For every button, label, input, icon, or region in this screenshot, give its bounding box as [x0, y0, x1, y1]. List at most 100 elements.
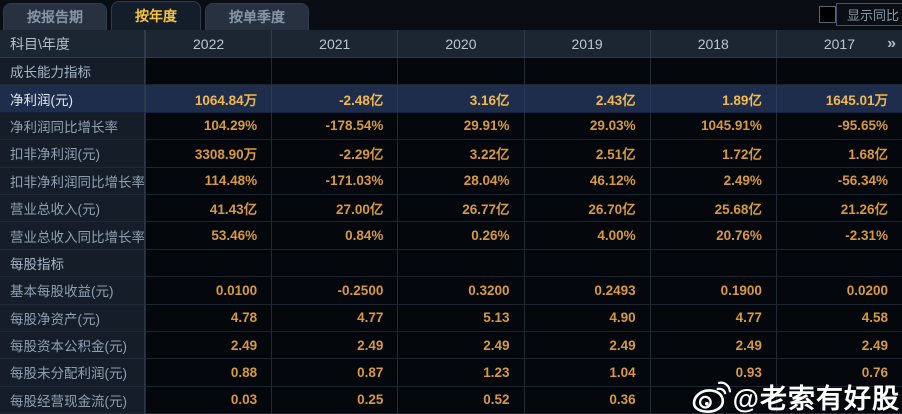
- value-cell: 1.89亿: [649, 85, 776, 113]
- value-cell: [145, 58, 272, 86]
- tab-by-year[interactable]: 按年度: [111, 1, 201, 30]
- value-cell: 1.04: [523, 359, 650, 387]
- value-cell: 0.84%: [271, 222, 398, 250]
- value-cell: [397, 58, 524, 86]
- table-header-row: 科目\年度 2022 2021 2020 2019 2018 2017»: [0, 30, 902, 58]
- value-cell: 0.3200: [397, 277, 524, 305]
- row-label: 每股经营现金流(元): [0, 386, 145, 414]
- value-cell: 0.93: [649, 359, 776, 387]
- value-cell: 2.49%: [649, 167, 776, 195]
- financials-table: 科目\年度 2022 2021 2020 2019 2018 2017» 成长能力指标 净利…: [0, 30, 902, 414]
- data-row[interactable]: 基本每股收益(元) 0.0100 -0.2500 0.3200 0.2493 0.1900…: [0, 277, 902, 305]
- section-row: 成长能力指标: [0, 58, 902, 86]
- tab-by-single-quarter[interactable]: 按单季度: [205, 3, 309, 30]
- value-cell: -56.34%: [775, 167, 902, 195]
- year-header-2020: 2020: [397, 30, 524, 58]
- value-cell: 1.68亿: [775, 140, 902, 168]
- value-cell: 3.16亿: [397, 85, 524, 113]
- tab-by-report-period[interactable]: 按报告期: [3, 3, 107, 30]
- value-cell: 1.72亿: [649, 140, 776, 168]
- value-cell: 27.00亿: [271, 194, 398, 223]
- data-row[interactable]: 每股未分配利润(元) 0.88 0.87 1.23 1.04 0.93 0.76: [0, 359, 902, 387]
- row-label: 营业总收入(元): [0, 194, 145, 223]
- value-cell: [271, 58, 398, 86]
- value-cell: 26.77亿: [397, 194, 524, 223]
- data-row[interactable]: 扣非净利润(元) 3308.90万 -2.29亿 3.22亿 2.51亿 1.72亿 1.6…: [0, 140, 902, 168]
- value-cell: -2.29亿: [271, 140, 398, 168]
- value-cell: -95.65%: [775, 112, 902, 141]
- value-cell: 4.78: [145, 304, 272, 332]
- row-label: 营业总收入同比增长率: [0, 222, 145, 250]
- data-row[interactable]: 营业总收入(元) 41.43亿 27.00亿 26.77亿 26.70亿 25.68亿 21…: [0, 194, 902, 223]
- row-label: 每股资本公积金(元): [0, 331, 145, 360]
- data-row[interactable]: 营业总收入同比增长率 53.46% 0.84% 0.26% 4.00% 20.76% -2.…: [0, 222, 902, 250]
- value-cell: 1045.91%: [649, 112, 776, 141]
- value-cell: -0.2500: [271, 277, 398, 305]
- value-cell: 41.43亿: [145, 194, 272, 223]
- value-cell: 4.90: [523, 304, 650, 332]
- value-cell: 1064.84万: [145, 85, 272, 113]
- value-cell: 0.26%: [397, 222, 524, 250]
- value-cell: [649, 249, 776, 278]
- value-cell: 0.36: [523, 386, 650, 414]
- value-cell: [523, 58, 650, 86]
- year-header-2022: 2022: [145, 30, 272, 58]
- data-row[interactable]: 净利润(元) 1064.84万 -2.48亿 3.16亿 2.43亿 1.89亿 1645.…: [0, 85, 902, 113]
- value-cell: 5.13: [397, 304, 524, 332]
- value-cell: 4.77: [649, 304, 776, 332]
- value-cell: 114.48%: [145, 167, 272, 195]
- section-row: 每股指标: [0, 249, 902, 278]
- row-label: 扣非净利润(元): [0, 140, 145, 168]
- value-cell: 2.51亿: [523, 140, 650, 168]
- year-header-2017: 2017: [775, 30, 902, 58]
- value-cell: 29.03%: [523, 112, 650, 141]
- year-header-2021: 2021: [271, 30, 398, 58]
- value-cell: 28.04%: [397, 167, 524, 195]
- data-row[interactable]: 每股经营现金流(元) 0.03 0.25 0.52 0.36: [0, 386, 902, 414]
- row-label: 扣非净利润同比增长率: [0, 167, 145, 195]
- show-yoy-checkbox[interactable]: [819, 6, 836, 23]
- value-cell: 2.49: [397, 331, 524, 360]
- value-cell: 0.88: [145, 359, 272, 387]
- more-years-icon[interactable]: »: [887, 35, 896, 52]
- row-label: 每股指标: [0, 249, 145, 278]
- value-cell: [397, 249, 524, 278]
- value-cell: 0.76: [775, 359, 902, 387]
- value-cell: 21.26亿: [775, 194, 902, 223]
- value-cell: 2.49: [523, 331, 650, 360]
- value-cell: 2.49: [649, 331, 776, 360]
- data-row[interactable]: 净利润同比增长率 104.29% -178.54% 29.91% 29.03% 1045.…: [0, 112, 902, 141]
- data-row[interactable]: 扣非净利润同比增长率 114.48% -171.03% 28.04% 46.12% 2.4…: [0, 167, 902, 195]
- value-cell: 0.25: [271, 386, 398, 414]
- value-cell: [775, 386, 902, 414]
- row-label: 净利润(元): [0, 85, 145, 113]
- value-cell: 104.29%: [145, 112, 272, 141]
- year-header-2018: 2018: [649, 30, 776, 58]
- corner-header: 科目\年度: [0, 30, 145, 58]
- value-cell: -2.31%: [775, 222, 902, 250]
- value-cell: 53.46%: [145, 222, 272, 250]
- value-cell: 25.68亿: [649, 194, 776, 223]
- value-cell: 2.43亿: [523, 85, 650, 113]
- value-cell: 0.03: [145, 386, 272, 414]
- show-yoy-button[interactable]: 显示同比: [835, 3, 902, 26]
- value-cell: 4.58: [775, 304, 902, 332]
- year-header-2019: 2019: [523, 30, 650, 58]
- value-cell: 1.23: [397, 359, 524, 387]
- value-cell: 0.0200: [775, 277, 902, 305]
- period-tab-bar: 按报告期 按年度 按单季度 显示同比: [0, 0, 902, 30]
- value-cell: 4.77: [271, 304, 398, 332]
- value-cell: 0.52: [397, 386, 524, 414]
- value-cell: -171.03%: [271, 167, 398, 195]
- value-cell: [523, 249, 650, 278]
- value-cell: -178.54%: [271, 112, 398, 141]
- value-cell: 0.0100: [145, 277, 272, 305]
- row-label: 基本每股收益(元): [0, 277, 145, 305]
- data-row[interactable]: 每股净资产(元) 4.78 4.77 5.13 4.90 4.77 4.58: [0, 304, 902, 332]
- value-cell: 4.00%: [523, 222, 650, 250]
- row-label: 每股未分配利润(元): [0, 359, 145, 387]
- value-cell: 2.49: [271, 331, 398, 360]
- data-row[interactable]: 每股资本公积金(元) 2.49 2.49 2.49 2.49 2.49 2.49: [0, 331, 902, 360]
- value-cell: 0.2493: [523, 277, 650, 305]
